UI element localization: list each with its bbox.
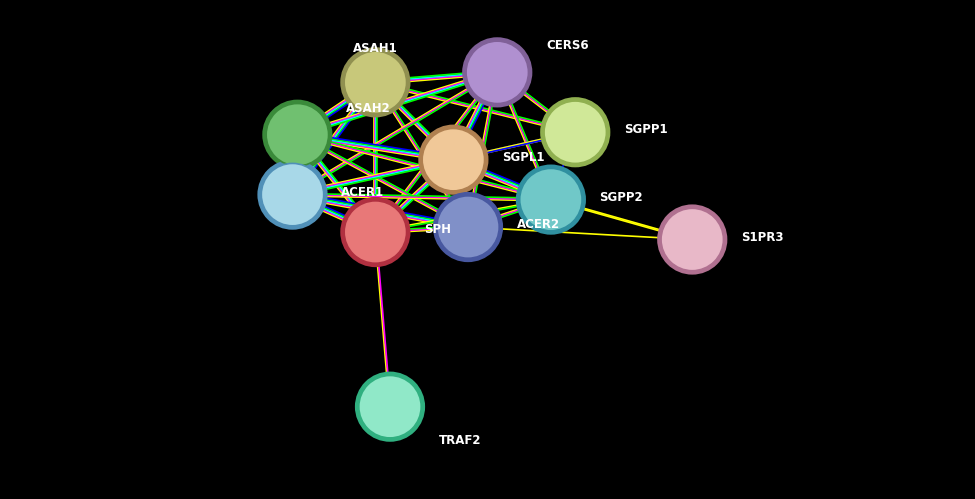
Ellipse shape xyxy=(516,165,586,235)
Ellipse shape xyxy=(344,201,407,263)
Text: CERS6: CERS6 xyxy=(546,39,589,52)
Text: S1PR3: S1PR3 xyxy=(741,231,784,244)
Text: SGPL1: SGPL1 xyxy=(502,151,545,164)
Ellipse shape xyxy=(462,37,532,107)
Text: ACER1: ACER1 xyxy=(341,186,384,199)
Ellipse shape xyxy=(344,51,407,114)
Ellipse shape xyxy=(540,97,610,167)
Text: SPH: SPH xyxy=(424,223,451,236)
Ellipse shape xyxy=(466,41,528,104)
Text: SGPP2: SGPP2 xyxy=(600,191,644,204)
Text: ACER2: ACER2 xyxy=(517,218,560,231)
Ellipse shape xyxy=(437,196,499,258)
Ellipse shape xyxy=(433,192,503,262)
Ellipse shape xyxy=(359,375,421,438)
Ellipse shape xyxy=(661,208,723,271)
Ellipse shape xyxy=(257,160,328,230)
Ellipse shape xyxy=(355,372,425,442)
Ellipse shape xyxy=(418,125,488,195)
Ellipse shape xyxy=(520,168,582,231)
Ellipse shape xyxy=(261,163,324,226)
Ellipse shape xyxy=(657,205,727,274)
Ellipse shape xyxy=(544,101,606,164)
Ellipse shape xyxy=(422,128,485,191)
Ellipse shape xyxy=(266,103,329,166)
Ellipse shape xyxy=(340,197,410,267)
Ellipse shape xyxy=(340,47,410,117)
Ellipse shape xyxy=(262,100,332,170)
Text: TRAF2: TRAF2 xyxy=(439,434,482,447)
Text: ASAH1: ASAH1 xyxy=(353,42,398,55)
Text: ASAH2: ASAH2 xyxy=(346,102,391,115)
Text: SGPP1: SGPP1 xyxy=(624,123,668,136)
